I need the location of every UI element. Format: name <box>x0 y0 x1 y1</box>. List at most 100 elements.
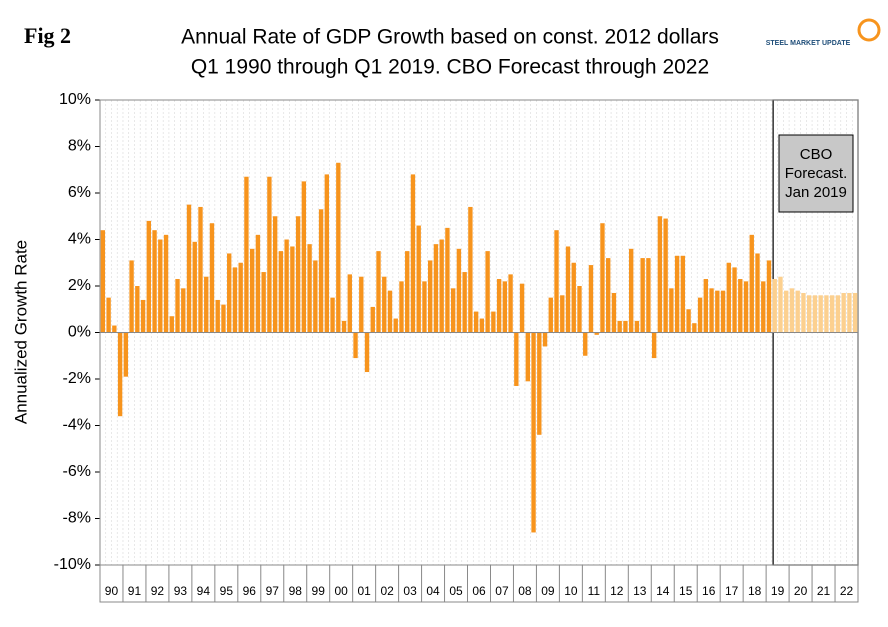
bar <box>686 309 691 333</box>
x-tick-label: 14 <box>656 584 670 598</box>
bar <box>766 260 772 333</box>
x-tick-label: 02 <box>380 584 394 598</box>
bar <box>841 292 846 333</box>
bar <box>376 251 381 333</box>
bar <box>468 206 473 333</box>
x-tick-label: 05 <box>449 584 463 598</box>
bar <box>416 225 421 333</box>
x-tick-label: 06 <box>472 584 486 598</box>
x-tick-label: 12 <box>610 584 624 598</box>
bar <box>577 286 582 333</box>
x-tick-label: 15 <box>679 584 693 598</box>
bar <box>784 290 789 333</box>
bar <box>634 320 640 333</box>
bar <box>158 239 163 333</box>
bar <box>663 218 668 333</box>
bar <box>491 311 496 333</box>
bar <box>227 253 232 333</box>
bar <box>456 248 462 333</box>
bar <box>807 295 812 333</box>
x-tick-label: 10 <box>564 584 578 598</box>
bar <box>112 325 117 333</box>
bar <box>594 332 599 335</box>
bar <box>295 216 301 333</box>
bar <box>709 288 714 333</box>
bar <box>726 262 731 333</box>
bar <box>588 265 594 333</box>
bar <box>330 297 335 333</box>
bar <box>255 234 261 333</box>
y-tick-label: 2% <box>68 277 91 294</box>
bar <box>100 230 106 333</box>
bar <box>439 239 444 333</box>
x-tick-label: 22 <box>840 584 854 598</box>
bar <box>261 272 266 333</box>
bar <box>795 290 800 333</box>
y-tick-label: -8% <box>63 510 91 527</box>
bar <box>450 288 456 333</box>
bar <box>743 281 749 333</box>
bar <box>479 318 485 333</box>
bar <box>571 262 576 333</box>
bar <box>232 267 238 333</box>
bar <box>623 320 628 333</box>
bar <box>554 230 559 333</box>
chart-title: Annual Rate of GDP Growth based on const… <box>181 26 719 49</box>
x-tick-label: 92 <box>151 584 165 598</box>
bar <box>749 234 754 333</box>
bar <box>272 216 278 333</box>
bar <box>399 281 404 333</box>
x-tick-label: 90 <box>105 584 119 598</box>
logo-mark <box>857 18 881 42</box>
bar <box>353 332 358 359</box>
x-tick-label: 00 <box>335 584 349 598</box>
bar <box>674 255 680 333</box>
bar <box>347 274 352 333</box>
x-tick-label: 91 <box>128 584 142 598</box>
bar <box>772 279 777 333</box>
annotation: Jan 2019 <box>785 184 847 201</box>
x-tick-label: 01 <box>357 584 371 598</box>
bar <box>852 292 858 333</box>
bar <box>812 295 818 333</box>
bar <box>560 295 565 333</box>
y-tick-label: -4% <box>63 417 91 434</box>
bar <box>462 272 467 333</box>
bar <box>146 220 151 333</box>
bar <box>135 286 140 333</box>
bar <box>606 258 611 333</box>
bar <box>485 251 490 333</box>
bar <box>313 260 318 333</box>
annotation: Forecast. <box>785 165 848 182</box>
bar <box>387 290 393 333</box>
bar <box>382 276 387 333</box>
bar <box>611 292 617 333</box>
x-tick-label: 17 <box>725 584 739 598</box>
bar <box>204 276 209 333</box>
y-tick-label: 8% <box>68 138 91 155</box>
y-tick-label: 6% <box>68 184 91 201</box>
bar <box>198 206 203 333</box>
bar <box>215 299 220 333</box>
bar <box>209 223 215 333</box>
x-tick-label: 19 <box>771 584 785 598</box>
x-tick-label: 08 <box>518 584 532 598</box>
bar <box>473 311 479 333</box>
x-tick-label: 13 <box>633 584 647 598</box>
bar <box>405 251 410 333</box>
bar <box>163 234 169 333</box>
bar <box>818 295 823 333</box>
bar <box>847 292 852 333</box>
bar <box>583 332 588 356</box>
bar <box>106 297 111 333</box>
bar <box>244 176 249 333</box>
x-tick-label: 16 <box>702 584 716 598</box>
bar <box>502 281 508 333</box>
x-tick-label: 11 <box>588 584 601 598</box>
bar <box>393 318 398 333</box>
bar <box>669 288 674 333</box>
chart-subtitle: Q1 1990 through Q1 2019. CBO Forecast th… <box>191 56 709 79</box>
bar <box>284 239 289 333</box>
x-tick-label: 98 <box>289 584 303 598</box>
bar <box>829 295 835 333</box>
